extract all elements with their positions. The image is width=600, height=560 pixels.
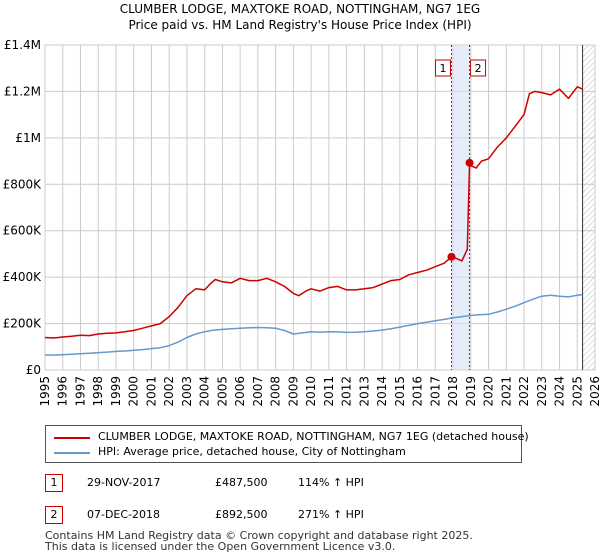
x-tick-label: 2011 <box>322 376 336 407</box>
x-tick-label: 2025 <box>570 376 584 407</box>
x-tick-label: 2018 <box>446 376 460 407</box>
x-tick-label: 2007 <box>251 376 265 407</box>
annotation-badge-1: 1 <box>45 474 63 492</box>
property-price-line <box>44 86 583 339</box>
x-tick-label: 2012 <box>340 376 354 407</box>
sale-period-band <box>451 45 470 370</box>
y-tick-label: £1.4M <box>4 38 41 52</box>
legend: CLUMBER LODGE, MAXTOKE ROAD, NOTTINGHAM,… <box>45 425 529 463</box>
legend-swatch-property <box>54 437 90 439</box>
footer: Contains HM Land Registry data © Crown c… <box>45 530 473 552</box>
x-tick-label: 2001 <box>144 376 158 407</box>
x-tick-label: 2021 <box>499 376 513 407</box>
sale-box-1 <box>434 59 451 77</box>
x-tick-label: 2023 <box>535 376 549 407</box>
y-tick-label: £1.2M <box>4 84 41 98</box>
y-axis-ticks: £0 £200K £400K £600K £800K £1M £1.2M £1.4M <box>3 38 43 377</box>
legend-swatch-hpi <box>54 452 90 454</box>
x-tick-label: 2026 <box>588 376 600 407</box>
footer-line-2: This data is licensed under the Open Gov… <box>45 540 396 553</box>
x-tick-label: 2006 <box>233 376 247 407</box>
legend-label-property: CLUMBER LODGE, MAXTOKE ROAD, NOTTINGHAM,… <box>98 430 529 443</box>
x-tick-label: 2003 <box>180 376 194 407</box>
x-tick-label: 2004 <box>198 376 212 407</box>
annotation-date-2: 07-DEC-2018 <box>87 508 161 521</box>
footer-line-1: Contains HM Land Registry data © Crown c… <box>45 529 473 542</box>
future-hatch-region <box>582 45 595 370</box>
sale-point-1 <box>447 252 456 261</box>
y-tick-label: £0 <box>26 363 41 377</box>
annotation-date-1: 29-NOV-2017 <box>87 476 161 489</box>
annotation-badge-2: 2 <box>45 506 63 524</box>
sale-shading <box>450 45 595 370</box>
price-chart: £0 £200K £400K £600K £800K £1M £1.2M £1.4M 1995… <box>3 38 600 407</box>
x-tick-label: 1995 <box>38 376 52 407</box>
x-tick-label: 2014 <box>375 376 389 407</box>
y-tick-label: £600K <box>3 224 43 238</box>
y-tick-label: £200K <box>3 317 43 331</box>
hpi-line <box>44 293 583 356</box>
chart-subtitle: Price paid vs. HM Land Registry's House … <box>128 18 472 32</box>
x-axis-ticks: 1995 1996 1997 1998 1999 2000 2001 2002 2003 2004… <box>38 376 600 407</box>
x-tick-label: 2016 <box>411 376 425 407</box>
annotation-hpi-2: 271% ↑ HPI <box>298 508 364 521</box>
sale-box-label-1: 1 <box>439 62 446 75</box>
y-tick-label: £400K <box>3 270 43 284</box>
x-tick-label: 1997 <box>73 376 87 407</box>
x-tick-label: 1999 <box>109 376 123 407</box>
chart-title: CLUMBER LODGE, MAXTOKE ROAD, NOTTINGHAM,… <box>119 2 481 16</box>
plot-area <box>44 44 596 371</box>
legend-label-hpi: HPI: Average price, detached house, City… <box>98 445 406 458</box>
x-tick-label: 2008 <box>269 376 283 407</box>
sale-box-2 <box>470 59 487 77</box>
x-tick-label: 2013 <box>357 376 371 407</box>
x-tick-label: 2019 <box>464 376 478 407</box>
x-tick-label: 1996 <box>56 376 70 407</box>
sale-box-label-2: 2 <box>475 62 482 75</box>
x-tick-label: 2022 <box>517 376 531 407</box>
annotation-price-2: £892,500 <box>215 508 268 521</box>
x-tick-label: 2002 <box>162 376 176 407</box>
x-tick-label: 2009 <box>286 376 300 407</box>
x-tick-label: 2017 <box>428 376 442 407</box>
x-tick-label: 2010 <box>304 376 318 407</box>
x-tick-label: 2005 <box>215 376 229 407</box>
x-tick-label: 2020 <box>482 376 496 407</box>
x-tick-label: 2015 <box>393 376 407 407</box>
y-tick-label: £800K <box>3 177 43 191</box>
annotation-hpi-1: 114% ↑ HPI <box>298 476 364 489</box>
x-tick-label: 1998 <box>91 376 105 407</box>
grid-lines <box>44 44 596 371</box>
sale-point-2 <box>465 158 474 167</box>
x-tick-label: 2000 <box>127 376 141 407</box>
y-tick-label: £1M <box>15 131 41 145</box>
annotation-price-1: £487,500 <box>215 476 268 489</box>
series-lines <box>44 86 583 356</box>
x-tick-label: 2024 <box>553 376 567 407</box>
